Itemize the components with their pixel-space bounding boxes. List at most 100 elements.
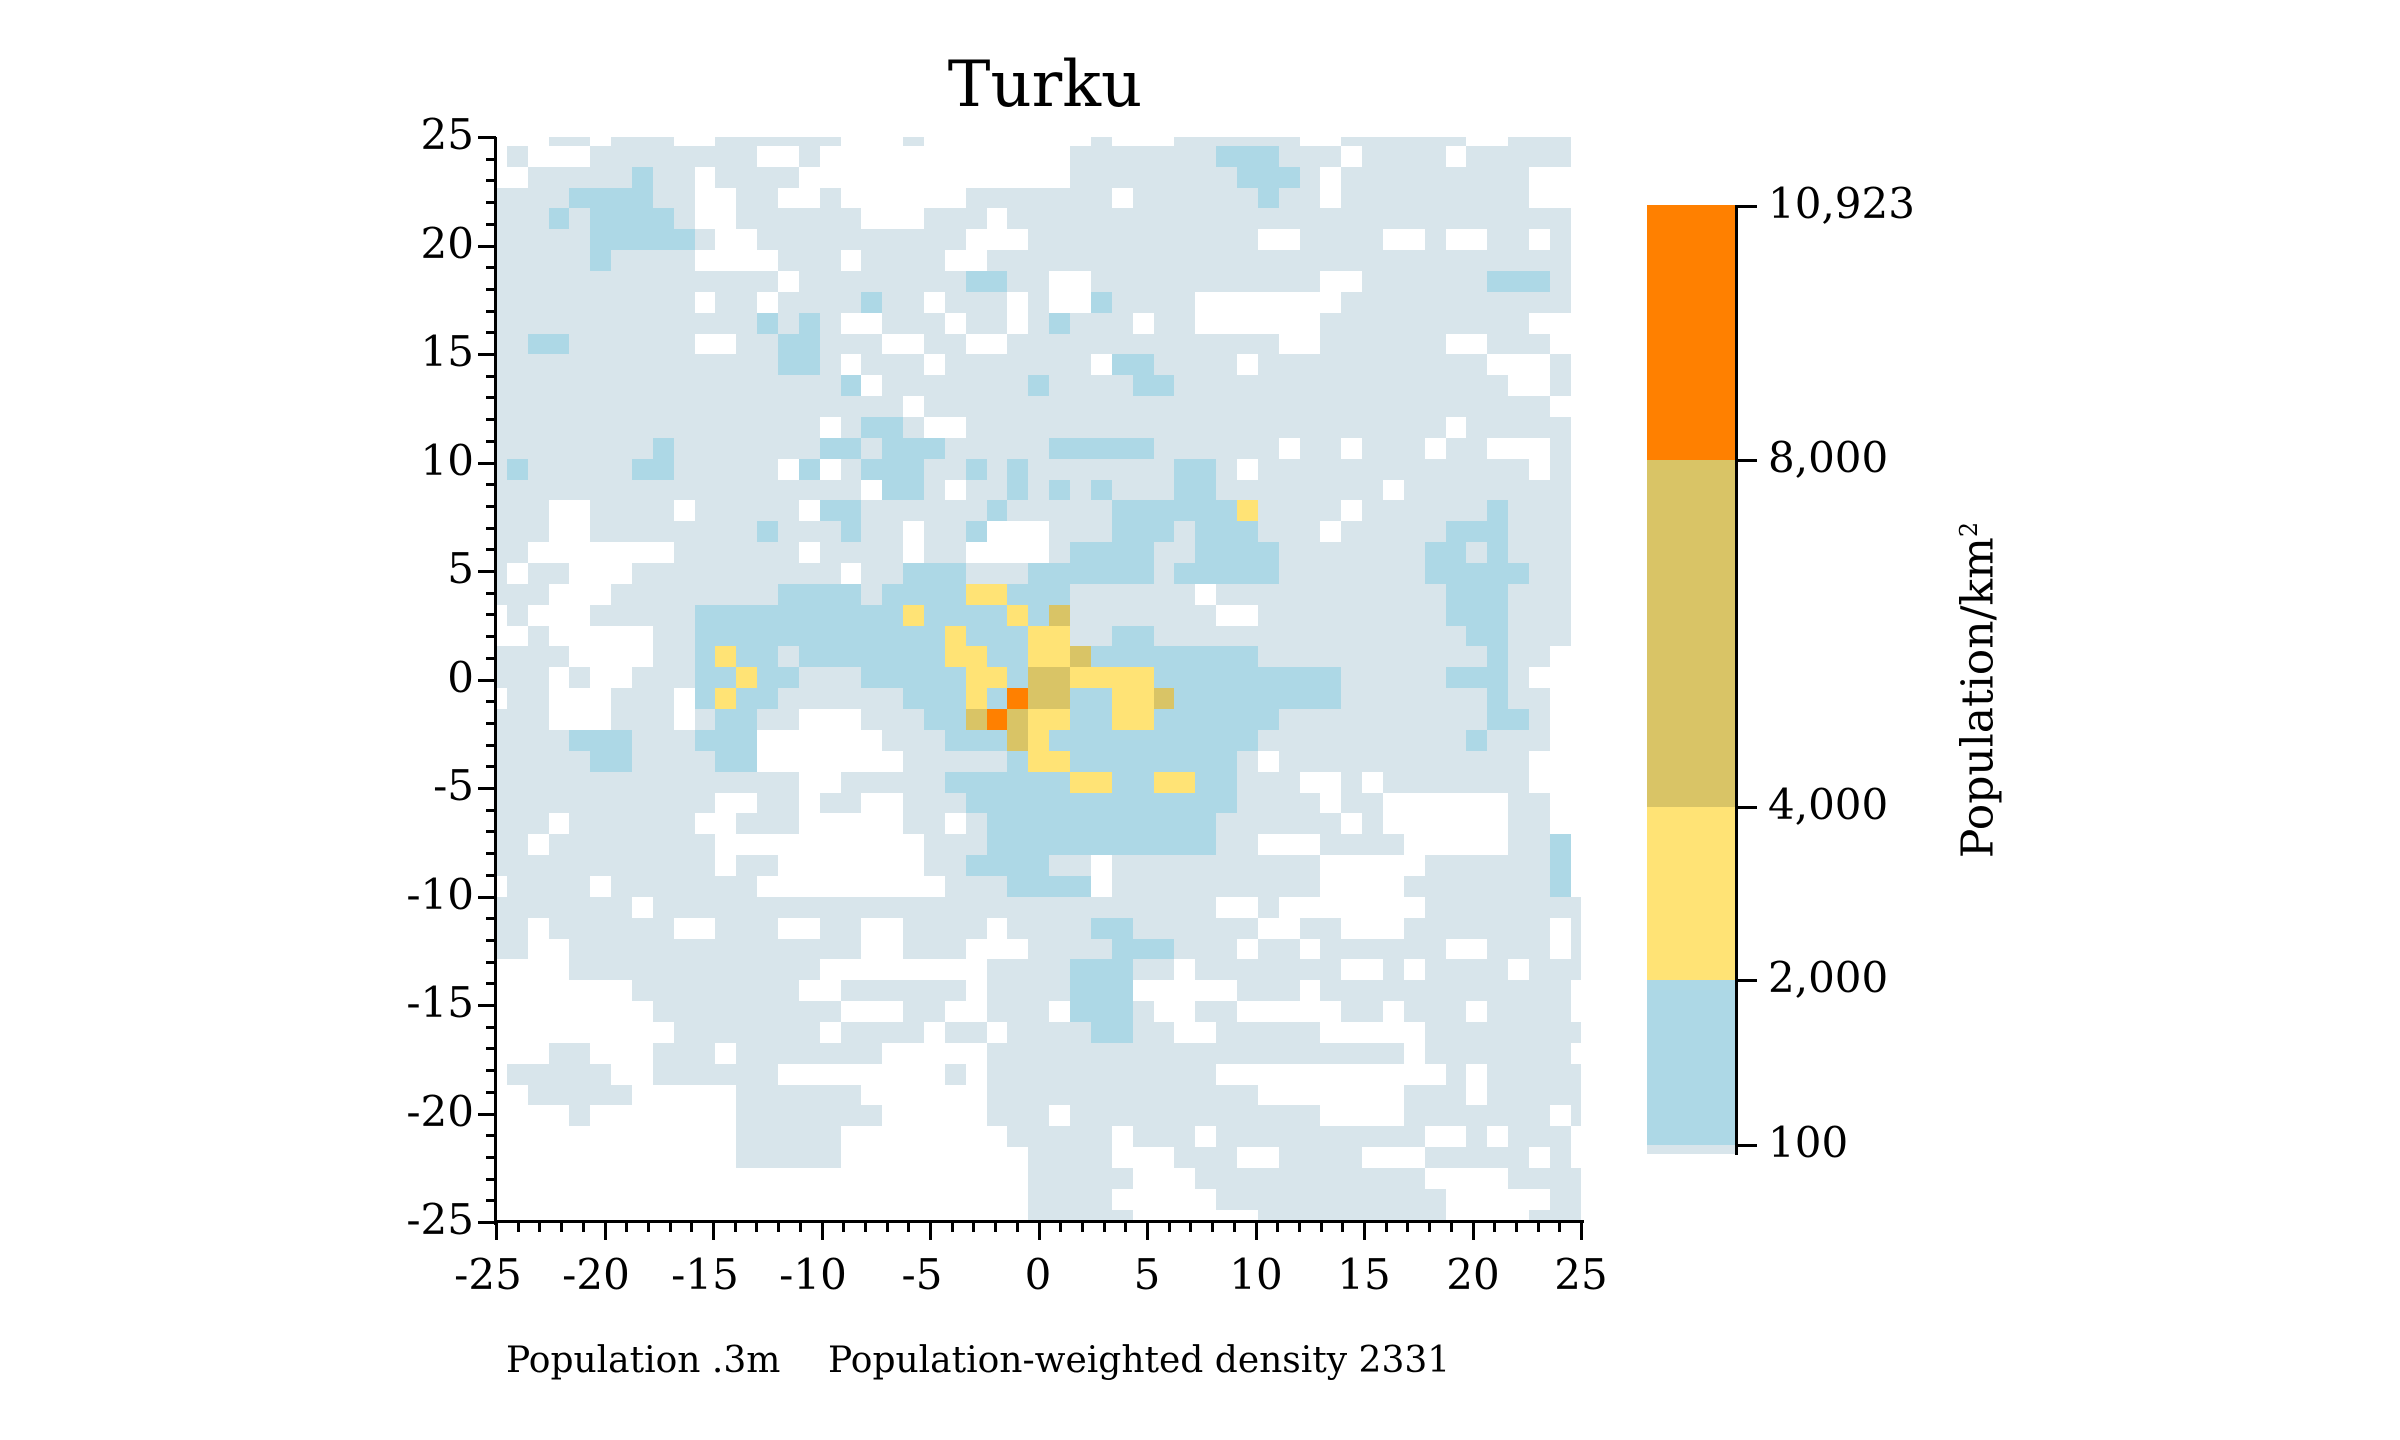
- heatmap-cell: [944, 271, 966, 292]
- heatmap-cell: [527, 479, 549, 501]
- heatmap-cell: [882, 583, 904, 605]
- heatmap-cell: [1549, 437, 1571, 459]
- heatmap-cell: [986, 500, 1008, 522]
- heatmap-cell: [548, 542, 570, 564]
- heatmap-cell: [673, 479, 695, 501]
- heatmap-cell: [736, 500, 758, 522]
- heatmap-cell: [632, 500, 653, 522]
- heatmap-cell: [1132, 291, 1154, 313]
- heatmap-cell: [944, 959, 966, 981]
- heatmap-cell: [1216, 396, 1237, 418]
- heatmap-cell: [694, 1084, 716, 1106]
- heatmap-cell: [736, 1126, 758, 1148]
- heatmap-cell: [1403, 1209, 1425, 1222]
- heatmap-cell: [1528, 688, 1550, 710]
- heatmap-cell: [496, 1188, 507, 1210]
- heatmap-cell: [986, 208, 1008, 230]
- heatmap-cell: [569, 1042, 591, 1064]
- heatmap-cell: [1570, 437, 1581, 459]
- heatmap-cell: [986, 291, 1008, 313]
- heatmap-cell: [1528, 1001, 1550, 1022]
- heatmap-cell: [1320, 959, 1342, 981]
- heatmap-cell: [924, 1105, 945, 1127]
- x-tick-mark: [1167, 1222, 1171, 1232]
- heatmap-cell: [1341, 1126, 1363, 1148]
- heatmap-cell: [1111, 1167, 1133, 1189]
- heatmap-cell: [840, 333, 862, 355]
- heatmap-cell: [736, 709, 758, 730]
- heatmap-cell: [757, 959, 779, 981]
- heatmap-cell: [652, 938, 674, 960]
- heatmap-cell: [1111, 1001, 1133, 1022]
- heatmap-cell: [1424, 291, 1446, 313]
- heatmap-cell: [798, 500, 820, 522]
- heatmap-cell: [1320, 688, 1342, 710]
- heatmap-cell: [944, 250, 966, 272]
- heatmap-cell: [1007, 145, 1029, 167]
- heatmap-cell: [590, 729, 612, 751]
- heatmap-cell: [569, 646, 591, 668]
- heatmap-cell: [1111, 312, 1133, 334]
- heatmap-cell: [1549, 896, 1571, 918]
- x-tick-mark: [1059, 1222, 1063, 1232]
- heatmap-cell: [903, 646, 925, 668]
- heatmap-cell: [1549, 771, 1571, 793]
- heatmap-cell: [1466, 137, 1488, 146]
- heatmap-cell: [1424, 771, 1446, 793]
- heatmap-cell: [861, 875, 883, 897]
- heatmap-cell: [1070, 1188, 1091, 1210]
- x-tick-mark: [1254, 1222, 1258, 1240]
- heatmap-cell: [1570, 959, 1581, 981]
- heatmap-cell: [1528, 333, 1550, 355]
- x-tick-mark: [495, 1222, 498, 1240]
- heatmap-cell: [903, 834, 925, 856]
- heatmap-cell: [1487, 583, 1509, 605]
- heatmap-cell: [861, 1063, 883, 1085]
- heatmap-cell: [819, 1209, 841, 1222]
- heatmap-cell: [1508, 750, 1529, 772]
- heatmap-cell: [694, 875, 716, 897]
- heatmap-cell: [1341, 137, 1363, 146]
- heatmap-cell: [1132, 938, 1154, 960]
- heatmap-cell: [548, 375, 570, 397]
- heatmap-cell: [819, 1001, 841, 1022]
- heatmap-cell: [496, 500, 507, 522]
- heatmap-cell: [1382, 980, 1404, 1002]
- heatmap-cell: [1382, 709, 1404, 730]
- heatmap-cell: [1570, 855, 1581, 876]
- heatmap-cell: [819, 354, 841, 376]
- heatmap-cell: [778, 771, 799, 793]
- heatmap-cell: [1257, 1126, 1279, 1148]
- heatmap-cell: [548, 187, 570, 209]
- heatmap-cell: [1111, 583, 1133, 605]
- heatmap-cell: [1403, 500, 1425, 522]
- heatmap-cell: [1278, 271, 1300, 292]
- heatmap-cell: [965, 375, 987, 397]
- heatmap-cell: [569, 271, 591, 292]
- heatmap-cell: [1382, 646, 1404, 668]
- heatmap-cell: [1424, 375, 1446, 397]
- heatmap-cell: [1153, 604, 1175, 626]
- heatmap-cell: [840, 1063, 862, 1085]
- heatmap-cell: [1424, 625, 1446, 647]
- heatmap-cell: [506, 792, 528, 814]
- heatmap-cell: [1153, 1021, 1175, 1043]
- heatmap-cell: [1153, 458, 1175, 480]
- heatmap-cell: [1216, 729, 1237, 751]
- heatmap-cell: [819, 521, 841, 543]
- heatmap-cell: [1570, 750, 1581, 772]
- heatmap-cell: [819, 208, 841, 230]
- heatmap-cell: [611, 500, 633, 522]
- heatmap-cell: [882, 312, 904, 334]
- heatmap-cell: [1382, 563, 1404, 584]
- heatmap-cell: [944, 137, 966, 146]
- heatmap-cell: [1570, 542, 1581, 564]
- heatmap-cell: [924, 1042, 945, 1064]
- heatmap-cell: [1174, 166, 1196, 188]
- heatmap-cell: [1382, 1084, 1404, 1106]
- heatmap-cell: [1320, 896, 1342, 918]
- heatmap-cell: [840, 1167, 862, 1189]
- heatmap-cell: [1299, 938, 1321, 960]
- heatmap-cell: [1570, 312, 1581, 334]
- heatmap-cell: [1382, 542, 1404, 564]
